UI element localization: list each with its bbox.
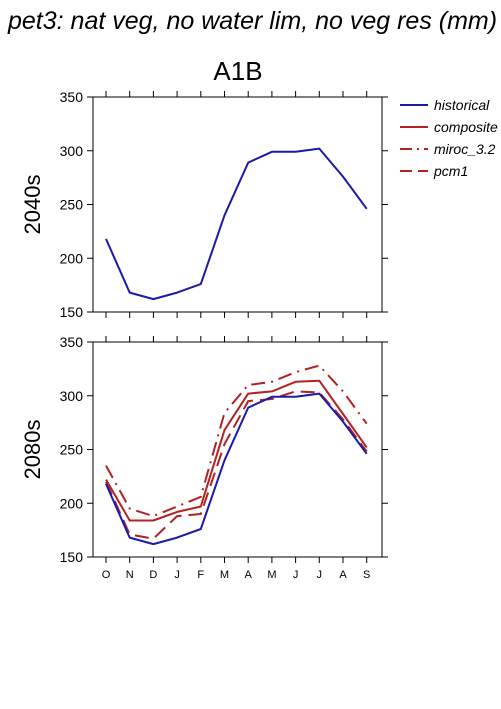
series-line-composite — [105, 379, 368, 522]
series-line-miroc_3.2 — [105, 364, 368, 518]
x-tick-label: J — [174, 569, 180, 581]
panel-label: 2080s — [20, 420, 45, 480]
y-tick-label: 150 — [60, 549, 84, 565]
plot-frame — [92, 341, 383, 558]
y-tick-label: 200 — [60, 250, 84, 266]
x-tick-label: F — [197, 569, 204, 581]
page-title: pet3: nat veg, no water lim, no veg res … — [7, 7, 497, 35]
legend-label: composite — [434, 119, 498, 135]
y-tick-label: 150 — [60, 304, 84, 320]
scenario-title: A1B — [213, 56, 262, 86]
y-tick-label: 350 — [60, 334, 84, 350]
x-tick-label: S — [363, 569, 370, 581]
x-tick-label: D — [149, 569, 157, 581]
legend-label: pcm1 — [433, 163, 468, 179]
y-tick-label: 300 — [60, 143, 84, 159]
x-tick-label: O — [102, 569, 111, 581]
x-tick-label: J — [293, 569, 299, 581]
y-tick-label: 300 — [60, 388, 84, 404]
x-tick-label: A — [245, 569, 253, 581]
x-tick-label: M — [267, 569, 276, 581]
y-tick-label: 200 — [60, 495, 84, 511]
y-tick-label: 250 — [60, 442, 84, 458]
y-tick-label: 350 — [60, 89, 84, 105]
x-tick-label: M — [220, 569, 229, 581]
x-tick-label: N — [126, 569, 134, 581]
legend: historical composite miroc_3.2 pcm1 — [400, 97, 498, 179]
x-tick-label: J — [317, 569, 323, 581]
x-tick-label: A — [339, 569, 347, 581]
legend-label: historical — [434, 97, 490, 113]
series-line-historical — [105, 147, 368, 301]
y-tick-label: 250 — [60, 197, 84, 213]
plot-frame — [92, 96, 383, 313]
panel-2040s: 150 200 250 300 350 2040s — [20, 89, 388, 320]
series-line-historical — [105, 392, 368, 546]
legend-label: miroc_3.2 — [434, 141, 496, 157]
panel-2080s: 150 200 250 300 350 O N D J F M A M J J A S 2080s — [20, 334, 388, 581]
panel-label: 2040s — [20, 175, 45, 235]
